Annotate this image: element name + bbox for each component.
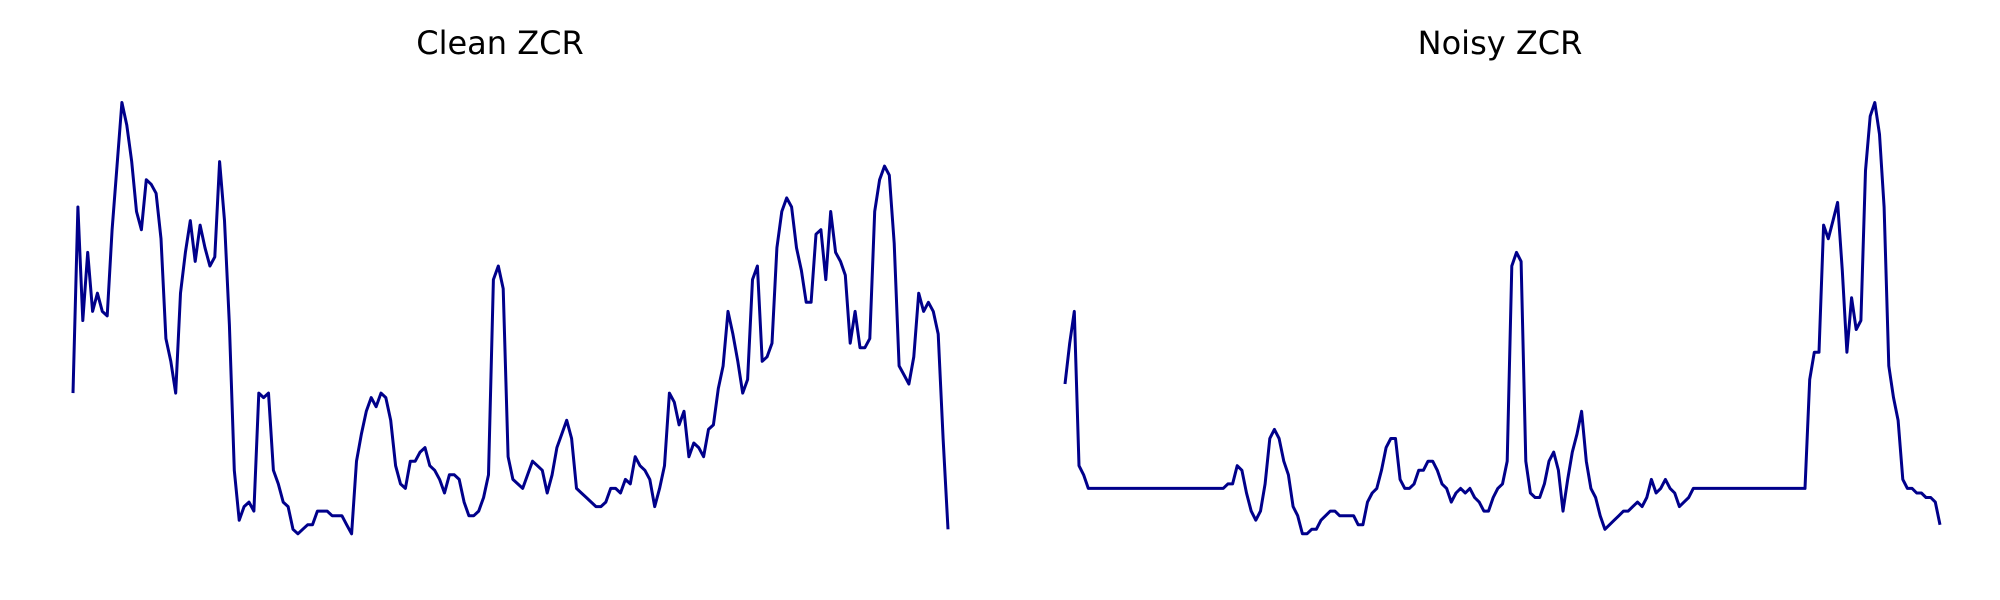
chart-title: Noisy ZCR [1417,24,1583,62]
chart-title: Clean ZCR [416,24,584,62]
zcr-series-line [71,101,950,536]
noisy-zcr-panel: Noisy ZCR [1000,0,2000,600]
zcr-series-line [1063,101,1942,536]
noisy-zcr-plot [1063,101,1942,536]
clean-zcr-plot [71,101,950,536]
clean-zcr-panel: Clean ZCR [71,24,950,536]
